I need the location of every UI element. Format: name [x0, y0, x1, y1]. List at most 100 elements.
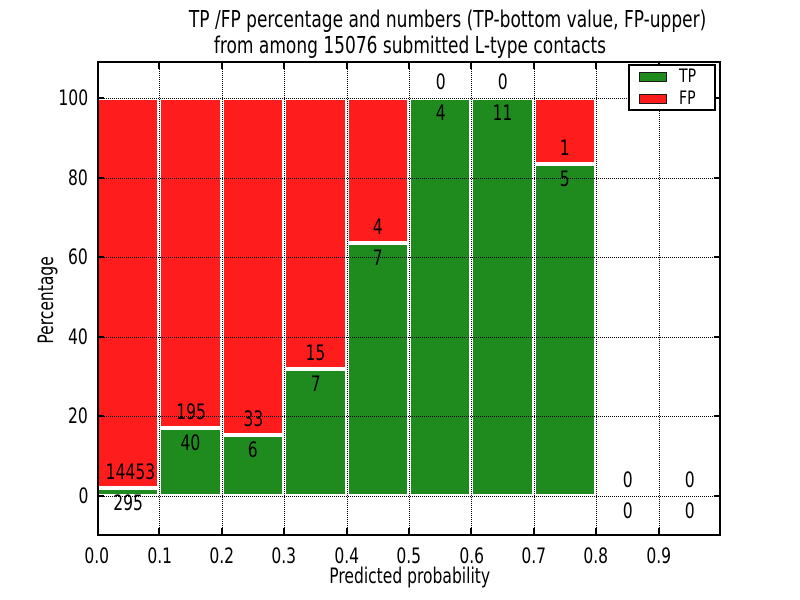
tick-mark-x-top — [345, 61, 348, 69]
gridline-vertical — [658, 61, 660, 536]
x-tick-label: 0.2 — [209, 544, 235, 568]
fp-count-label: 15 — [305, 341, 326, 366]
legend-label-tp: TP — [679, 65, 697, 87]
legend-label-fp: FP — [679, 87, 696, 109]
tp-color-swatch — [639, 71, 667, 82]
gridline-vertical — [221, 61, 223, 536]
bar-fp-segment — [97, 98, 160, 489]
tick-mark-x-top — [408, 61, 410, 69]
tick-mark-x-top — [470, 61, 473, 69]
tick-mark-y-left — [97, 256, 104, 259]
tick-mark-y-left — [97, 176, 104, 179]
tick-mark-x-top — [158, 61, 161, 69]
tick-mark-x-bottom — [532, 528, 535, 536]
gridline-vertical — [284, 61, 286, 536]
tick-mark-y-left — [97, 97, 104, 99]
tick-mark-x-bottom — [283, 528, 286, 536]
legend: TP FP — [628, 64, 716, 111]
tick-mark-x-bottom — [595, 528, 598, 536]
gridline-vertical — [471, 61, 473, 536]
gridline-vertical — [346, 61, 348, 536]
tick-mark-y-left — [97, 415, 104, 418]
tick-mark-x-bottom — [345, 528, 348, 536]
tick-mark-y-left — [97, 335, 104, 338]
fp-count-label: 0 — [684, 468, 695, 492]
tp-count-label: 11 — [492, 101, 513, 125]
bar-tp-segment — [159, 428, 222, 496]
tick-mark-y-right — [714, 415, 721, 418]
x-tick-label: 0.8 — [583, 544, 609, 568]
x-tick-label: 0.1 — [147, 544, 172, 568]
bar-tp-segment — [284, 369, 347, 496]
y-axis-label: Percentage — [34, 256, 58, 344]
y-tick-label: 100 — [58, 86, 88, 110]
chart-title-line2: from among 15076 submitted L-type contac… — [213, 33, 607, 59]
tick-mark-x-top — [283, 61, 286, 69]
bar-tp-segment — [409, 98, 472, 496]
gridline-vertical — [159, 61, 161, 536]
x-tick-label: 0.4 — [334, 544, 359, 568]
y-tick-label: 40 — [68, 324, 88, 349]
bar-tp-segment — [533, 164, 597, 496]
bar-fp-segment — [221, 98, 285, 435]
x-tick-label: 0.3 — [271, 544, 297, 568]
bar-tp-segment — [471, 98, 534, 496]
tp-count-label: 7 — [310, 372, 321, 397]
legend-item-fp: FP — [630, 89, 714, 108]
plot-area: 14453 295 195 40 33 6 15 7 4 7 0 4 0 11 1 5 0 0 0 0 — [97, 61, 721, 536]
bar-fp-segment — [284, 98, 347, 370]
bar-fp-segment — [533, 98, 597, 165]
tick-mark-x-bottom — [657, 528, 660, 536]
fp-count-label: 4 — [372, 214, 383, 239]
tick-mark-y-right — [714, 335, 721, 338]
tick-mark-x-top — [595, 61, 598, 69]
legend-item-tp: TP — [630, 67, 714, 86]
tick-mark-x-bottom — [158, 528, 161, 536]
tp-count-label: 0 — [684, 499, 695, 523]
tick-mark-y-right — [714, 97, 721, 99]
tp-count-label: 295 — [113, 491, 144, 516]
gridline-vertical — [409, 61, 410, 536]
fp-count-label: 0 — [622, 468, 633, 492]
x-tick-label: 0.7 — [521, 544, 547, 568]
tick-mark-y-right — [714, 256, 721, 259]
fp-count-label: 0 — [435, 70, 446, 94]
fp-count-label: 14453 — [105, 460, 156, 485]
fp-count-label: 0 — [497, 70, 508, 94]
tp-count-label: 0 — [622, 499, 633, 523]
tp-count-label: 40 — [180, 431, 201, 456]
fp-count-label: 195 — [175, 400, 206, 425]
y-tick-label: 80 — [68, 165, 88, 190]
fp-color-swatch — [639, 93, 667, 104]
tp-count-label: 6 — [248, 437, 258, 462]
y-tick-label: 0 — [78, 484, 88, 508]
gridline-vertical — [596, 61, 598, 536]
gridline-vertical — [533, 61, 535, 536]
bar-fp-segment — [346, 98, 409, 243]
tick-mark-x-bottom — [408, 528, 410, 536]
y-tick-label: 60 — [68, 245, 88, 270]
tick-mark-x-top — [532, 61, 535, 69]
x-tick-label: 0.6 — [459, 544, 484, 568]
tp-count-label: 5 — [560, 167, 570, 192]
tick-mark-x-bottom — [220, 528, 223, 536]
tick-mark-y-right — [714, 495, 721, 497]
fp-count-label: 1 — [560, 136, 570, 161]
bar-tp-segment — [221, 434, 285, 496]
x-tick-label: 0.5 — [396, 544, 422, 568]
tick-mark-x-top — [220, 61, 223, 69]
chart-title: TP /FP percentage and numbers (TP-bottom… — [98, 7, 722, 59]
bar-tp-segment — [346, 242, 409, 496]
bar-fp-segment — [159, 98, 222, 429]
x-tick-label: 0.9 — [646, 544, 671, 568]
tick-mark-x-bottom — [470, 528, 473, 536]
y-tick-label: 20 — [68, 404, 88, 429]
tick-mark-y-left — [97, 495, 104, 497]
x-tick-label: 0.0 — [84, 544, 110, 568]
tp-count-label: 4 — [435, 101, 446, 125]
tick-mark-y-right — [714, 176, 721, 179]
chart-title-line1: TP /FP percentage and numbers (TP-bottom… — [188, 7, 707, 33]
x-axis-label: Predicted probability — [329, 564, 491, 588]
fp-count-label: 33 — [243, 406, 263, 431]
